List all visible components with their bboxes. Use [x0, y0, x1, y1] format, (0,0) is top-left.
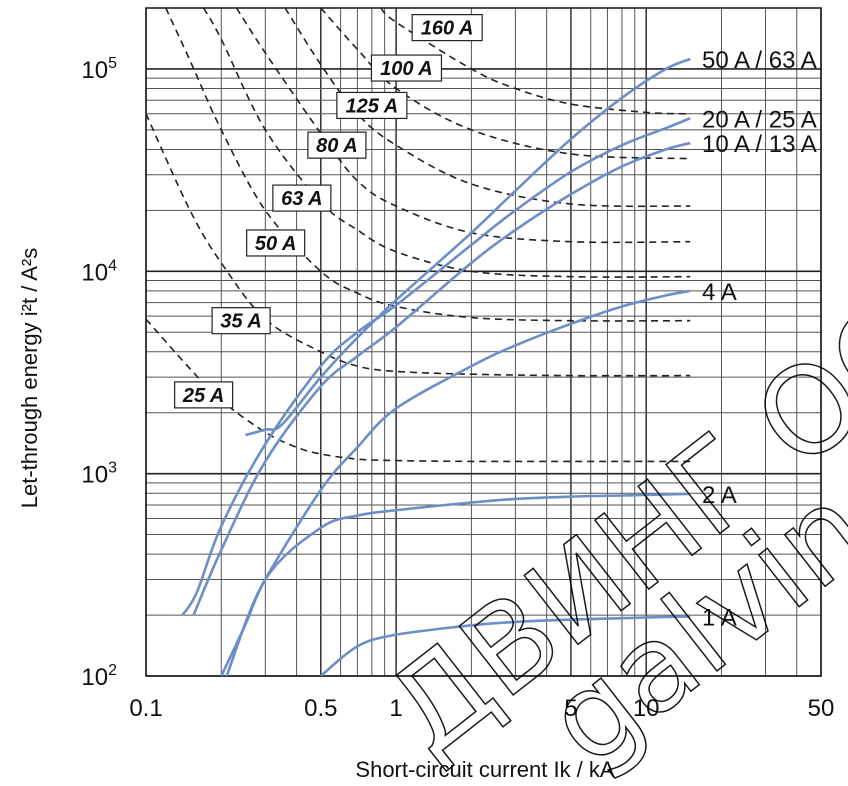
x-tick-label: 5: [564, 695, 577, 722]
mcb-curve-20-a-25-a: [181, 117, 691, 616]
fuse-label-box: [272, 184, 332, 212]
plot-frame: [145, 7, 822, 677]
fuse-label: 25 A: [174, 381, 234, 409]
fuse-curve-160-a: [380, 8, 691, 115]
fuse-label-text: 160 A: [421, 18, 474, 40]
fuse-label-box: [411, 14, 483, 42]
fuse-label-text: 80 A: [316, 135, 358, 157]
series-label: 10 A / 13 A: [702, 131, 817, 158]
fuse-label-text: 100 A: [380, 58, 433, 80]
fuse-label-text: 25 A: [182, 385, 225, 407]
y-tick-label: 105: [81, 55, 117, 84]
x-tick-label: 0.5: [304, 695, 337, 722]
fuse-label-box: [246, 229, 306, 257]
fuse-label-text: 63 A: [281, 188, 323, 210]
fuse-label: 35 A: [211, 307, 271, 335]
fuse-curve-80-a: [235, 8, 691, 244]
series-label: 2 A: [702, 482, 737, 509]
y-tick-label: 104: [81, 257, 117, 286]
fuse-label-text: 35 A: [220, 311, 262, 333]
y-tick-label: 103: [81, 460, 117, 489]
fuse-label: 100 A: [370, 54, 443, 82]
fuse-label-box: [370, 54, 443, 82]
fuse-curve-35-a: [146, 113, 691, 377]
y-tick-label: 102: [81, 662, 117, 691]
fuse-label-box: [336, 91, 408, 120]
fuse-label: 80 A: [307, 131, 367, 159]
fuse-label-box: [307, 131, 367, 159]
fuse-label: 160 A: [411, 14, 483, 42]
series-labels: 50 A / 63 A 20 A / 25 A10 A / 13 A 4 A 2 A 1…: [702, 47, 817, 631]
series-label: 20 A / 25 A: [702, 106, 817, 133]
fuse-label: 50 A: [246, 229, 306, 257]
x-tick-label: 0.1: [129, 695, 162, 722]
fuse-label-text: 50 A: [255, 233, 297, 255]
fuse-label: 63 A: [272, 184, 332, 212]
fuse-label: 125 A: [336, 91, 408, 120]
fuse-label-box: [211, 307, 271, 335]
x-tick-label: 10: [633, 695, 660, 722]
fuse-curve-125-a: [284, 8, 691, 208]
y-axis-title: Let-through energy i²t / A²s: [17, 248, 42, 508]
grid: [145, 7, 822, 677]
series-label: 50 A / 63 A: [702, 47, 817, 74]
x-tick-label: 50: [808, 695, 835, 722]
mcb-curve-50-a-63-a: [245, 57, 691, 437]
x-tick-label: 1: [389, 695, 402, 722]
fuse-label-text: 125 A: [346, 95, 399, 117]
fuse-curve-63-a: [202, 8, 691, 278]
y-axis-ticks: 102 103 104 105: [81, 55, 117, 691]
fuse-label-box: [174, 381, 234, 409]
mcb-curves: [181, 57, 691, 676]
x-axis-ticks: 0.1 0.5 1 5 10 50: [129, 695, 834, 722]
mcb-curve-2-a: [225, 492, 691, 676]
series-label: 4 A: [702, 279, 737, 306]
series-label: 1 A: [702, 604, 737, 631]
mcb-curve-10-a-13-a: [192, 141, 691, 616]
x-axis-title: Short-circuit current Ik / kA: [355, 757, 615, 782]
fuse-labels: 160 A 100 A 125 A 80 A 63 A 50 A 35 A 25 A: [174, 14, 483, 409]
mcb-curve-1-a: [319, 615, 691, 676]
